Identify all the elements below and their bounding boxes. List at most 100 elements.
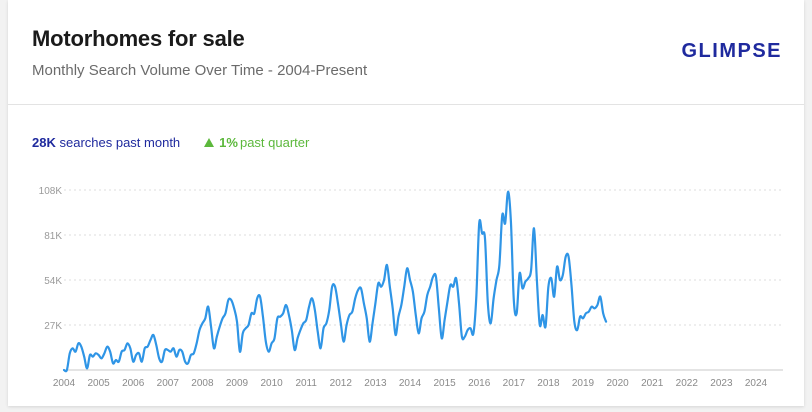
data-point xyxy=(213,347,215,349)
data-point xyxy=(559,279,561,281)
data-point xyxy=(348,314,351,316)
data-point xyxy=(449,284,451,286)
data-point xyxy=(565,256,567,258)
data-point xyxy=(461,336,463,338)
series-line-0 xyxy=(62,190,608,373)
data-point xyxy=(432,276,434,278)
data-point xyxy=(291,329,293,331)
data-point xyxy=(132,361,134,363)
data-point xyxy=(593,307,596,309)
data-point xyxy=(582,317,584,319)
data-point xyxy=(596,304,599,306)
data-point xyxy=(576,329,578,331)
data-point xyxy=(487,302,489,304)
data-point xyxy=(66,369,68,371)
data-point xyxy=(397,316,400,318)
data-point xyxy=(354,297,356,299)
series-layer xyxy=(62,190,608,373)
data-point xyxy=(207,306,209,308)
x-tick-label: 2016 xyxy=(468,378,491,389)
x-tick-label: 2017 xyxy=(503,378,526,389)
data-point xyxy=(273,337,276,339)
data-point xyxy=(553,296,555,298)
data-point xyxy=(533,227,535,229)
data-point xyxy=(452,286,454,288)
data-point xyxy=(435,276,437,278)
data-point xyxy=(472,332,475,334)
data-point xyxy=(112,362,114,364)
data-point xyxy=(242,332,244,334)
data-point xyxy=(369,341,371,343)
data-point xyxy=(147,346,149,348)
data-point xyxy=(426,294,428,296)
x-tick-label: 2023 xyxy=(710,378,733,389)
data-point xyxy=(175,356,178,358)
data-point xyxy=(181,351,183,353)
data-point xyxy=(591,306,593,308)
data-point xyxy=(524,281,526,283)
data-point xyxy=(599,296,601,298)
data-point xyxy=(172,347,175,349)
data-point xyxy=(345,324,348,326)
data-point xyxy=(539,324,541,326)
data-point xyxy=(95,352,97,354)
data-point xyxy=(271,342,273,344)
x-tick-label: 2010 xyxy=(260,378,283,389)
data-point xyxy=(360,287,362,289)
y-tick-label: 27K xyxy=(44,321,62,332)
data-point xyxy=(334,286,336,288)
data-point xyxy=(245,327,247,329)
quarter-change-stat: 1% past quarter xyxy=(204,135,309,150)
data-point xyxy=(219,326,221,328)
page-title: Motorhomes for sale xyxy=(32,26,245,51)
data-point xyxy=(567,256,570,258)
data-point xyxy=(475,296,477,298)
data-point xyxy=(400,304,402,306)
quarter-change-label: past quarter xyxy=(239,134,310,150)
data-point xyxy=(374,302,376,304)
data-point xyxy=(357,289,359,291)
data-point xyxy=(224,312,227,314)
data-point xyxy=(294,349,296,351)
data-point xyxy=(221,317,224,319)
data-point xyxy=(392,307,394,309)
x-tick-label: 2021 xyxy=(641,378,664,389)
data-point xyxy=(406,267,408,269)
data-point xyxy=(579,316,581,318)
data-point xyxy=(77,342,80,344)
data-point xyxy=(282,312,284,314)
data-point xyxy=(89,354,91,356)
data-point xyxy=(279,316,281,318)
data-point xyxy=(403,286,405,288)
data-point xyxy=(187,362,189,364)
glimpse-logo: GLIMPSE xyxy=(681,40,782,62)
x-tick-label: 2005 xyxy=(87,378,110,389)
x-tick-label: 2015 xyxy=(433,378,456,389)
data-point xyxy=(585,312,587,314)
data-point xyxy=(236,321,238,323)
data-point xyxy=(138,352,140,354)
monthly-searches-stat: 28K searches past month xyxy=(32,135,180,150)
data-point xyxy=(216,336,218,338)
data-point xyxy=(233,307,235,309)
data-point xyxy=(386,264,388,266)
data-point xyxy=(118,361,120,363)
data-point xyxy=(588,311,590,313)
data-point xyxy=(259,296,261,298)
data-point xyxy=(265,341,267,343)
data-point xyxy=(141,361,143,363)
data-point xyxy=(121,351,123,353)
card-header: Motorhomes for sale Monthly Search Volum… xyxy=(8,0,804,105)
data-point xyxy=(190,354,192,356)
data-point xyxy=(288,314,290,316)
data-point xyxy=(412,291,414,293)
x-tick-label: 2011 xyxy=(295,378,317,389)
x-tick-label: 2024 xyxy=(745,378,768,389)
data-point xyxy=(507,191,509,193)
data-point xyxy=(490,322,492,324)
data-point xyxy=(415,314,417,316)
data-point xyxy=(498,264,500,266)
data-point xyxy=(247,324,250,326)
x-tick-label: 2014 xyxy=(399,378,422,389)
data-point xyxy=(420,317,423,319)
